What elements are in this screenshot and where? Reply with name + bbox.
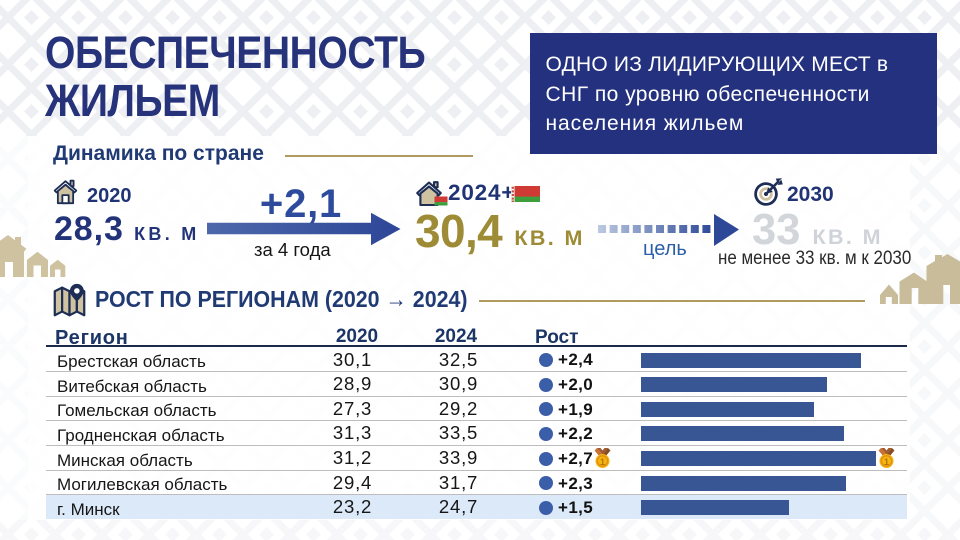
svg-text:1: 1: [884, 457, 889, 467]
svg-text:1: 1: [600, 457, 605, 467]
